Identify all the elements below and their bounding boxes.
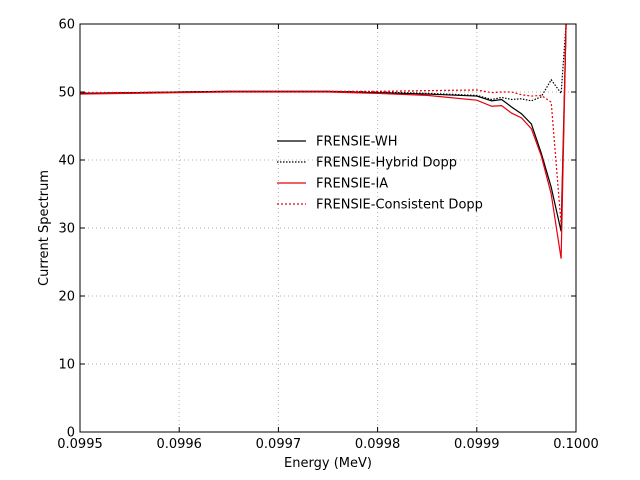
legend: FRENSIE-WH FRENSIE-Hybrid Dopp FRENSIE-IA F… — [277, 135, 483, 213]
series-line-3 — [80, 24, 567, 259]
x-tick-label: 0.1000 — [553, 437, 599, 452]
series-lines — [80, 24, 567, 259]
legend-label: FRENSIE-Consistent Dopp — [316, 198, 483, 213]
legend-label: FRENSIE-IA — [316, 177, 388, 192]
x-tick-label: 0.0996 — [156, 437, 202, 452]
x-tick-label: 0.0999 — [454, 437, 500, 452]
x-tick-label: 0.0998 — [355, 437, 401, 452]
y-tick-label: 10 — [58, 358, 75, 373]
axis-ticks: 0.0995 0.0996 0.0997 0.0998 0.0999 0.1000 0 10 2… — [57, 18, 599, 453]
y-tick-label: 0 — [67, 426, 75, 441]
series-line-4 — [80, 24, 567, 225]
y-tick-label: 40 — [58, 154, 75, 169]
y-tick-label: 30 — [58, 222, 75, 237]
x-axis-label: Energy (MeV) — [284, 456, 372, 471]
y-axis-label: Current Spectrum — [37, 170, 52, 286]
y-tick-label: 60 — [58, 18, 75, 33]
x-tick-label: 0.0997 — [256, 437, 302, 452]
y-tick-label: 20 — [58, 290, 75, 305]
x-tick-label: 0.0995 — [57, 437, 103, 452]
y-tick-label: 50 — [58, 86, 75, 101]
legend-label: FRENSIE-Hybrid Dopp — [316, 156, 457, 171]
legend-label: FRENSIE-WH — [316, 135, 398, 150]
